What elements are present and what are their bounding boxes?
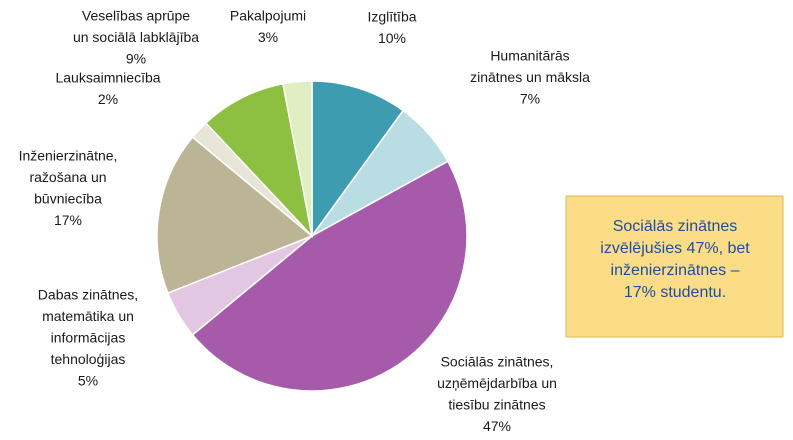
value-label: 5% <box>78 373 98 389</box>
slice-label: Lauksaimniecība <box>55 70 160 86</box>
slice-label: tehnoloģijas <box>51 351 126 367</box>
value-label: 47% <box>483 418 511 434</box>
value-label: 10% <box>378 30 406 46</box>
slice-label: Izglītība <box>367 9 416 25</box>
value-label: 17% <box>54 212 82 228</box>
annotation-text: izvēlējušies 47%, bet <box>600 240 750 257</box>
slice-label: Dabas zinātnes, <box>38 287 138 303</box>
value-label: 2% <box>98 91 118 107</box>
slice-label: Humanitārās <box>490 48 569 64</box>
slice-label: Pakalpojumi <box>230 8 306 24</box>
slice-label: un sociālā labklājība <box>73 29 199 45</box>
value-label: 3% <box>258 29 278 45</box>
pie-slice <box>282 80 313 237</box>
pie-slice <box>156 136 314 295</box>
slice-label: zinātnes un māksla <box>470 69 590 85</box>
annotation-text: 17% studentu. <box>624 284 726 301</box>
slice-label: Veselības aprūpe <box>82 8 190 24</box>
slice-label: būvniecība <box>34 191 102 207</box>
slice-label: matemātika un <box>42 308 134 324</box>
slice-label: uzņēmējdarbība un <box>437 375 557 391</box>
slice-label: Sociālās zinātnes, <box>441 354 554 370</box>
value-label: 7% <box>520 91 540 107</box>
annotation-box <box>565 195 784 338</box>
slice-label: Inženierzinātne, <box>19 148 118 164</box>
pie-slice <box>311 80 405 239</box>
slice-label: ražošana un <box>29 169 106 185</box>
slice-label: tiesību zinātnes <box>448 397 545 413</box>
value-label: 9% <box>126 51 146 67</box>
pie-slice <box>204 82 314 239</box>
pie-slice <box>191 160 468 392</box>
annotation-text: inženierzinātnes – <box>611 262 740 279</box>
slice-label: informācijas <box>51 330 126 346</box>
annotation-text: Sociālās zinātnes <box>613 218 738 235</box>
